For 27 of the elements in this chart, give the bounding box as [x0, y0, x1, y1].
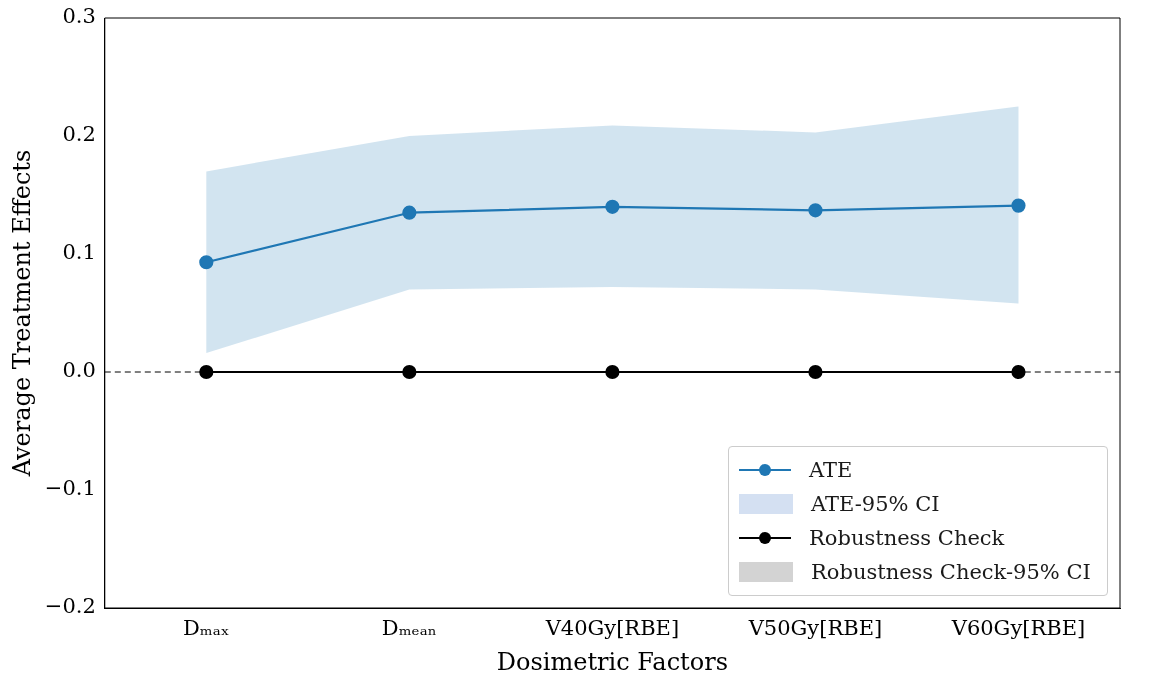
y-tick-label: 0.3 — [62, 4, 96, 29]
legend-label: Robustness Check-95% CI — [811, 560, 1091, 584]
legend-label: ATE-95% CI — [811, 492, 940, 516]
x-tick-label: V40Gy[RBE] — [544, 616, 680, 641]
point — [402, 364, 417, 380]
x-tick-label: Dₘₑₐₙ — [381, 616, 437, 641]
y-tick-label: −0.2 — [44, 594, 96, 619]
point — [605, 364, 620, 380]
point — [199, 364, 214, 380]
x-tick-label: Dₘₐₓ — [182, 616, 230, 641]
y-tick-label: 0.1 — [62, 240, 96, 265]
y-tick-label: −0.1 — [44, 476, 96, 501]
point — [199, 255, 214, 270]
y-tick-label: 0.0 — [62, 358, 96, 383]
point — [1011, 198, 1026, 213]
legend-label: Robustness Check — [809, 526, 1005, 550]
x-tick-label: V60Gy[RBE] — [950, 616, 1086, 641]
point — [808, 203, 823, 218]
y-tick-label: 0.2 — [62, 122, 96, 147]
point — [808, 364, 823, 380]
x-tick-label: V50Gy[RBE] — [747, 616, 883, 641]
point — [402, 205, 417, 220]
point — [605, 199, 620, 214]
point — [1011, 364, 1026, 380]
x-axis-title: Dosimetric Factors — [496, 647, 728, 676]
legend-label: ATE — [809, 458, 853, 482]
y-axis-title: Average Treatment Effects — [7, 149, 36, 478]
